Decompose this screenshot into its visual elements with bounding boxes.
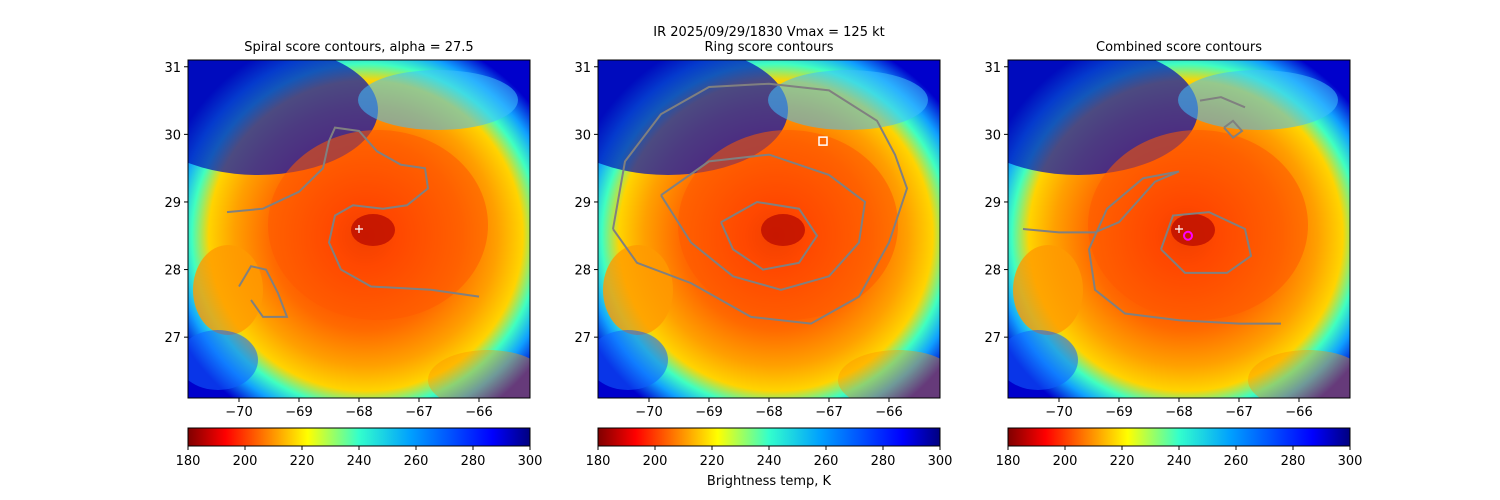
x-tick-label: −69 xyxy=(285,405,312,420)
colorbar-tick-label: 300 xyxy=(928,454,953,469)
contour-line xyxy=(1223,119,1244,140)
colorbar-tick-label: 280 xyxy=(461,454,486,469)
colorbar-tick-label: 300 xyxy=(1338,454,1363,469)
x-tick-label: −66 xyxy=(1285,405,1312,420)
ir-image xyxy=(1008,60,1350,398)
colorbar-tick-label: 180 xyxy=(176,454,201,469)
y-tick-label: 30 xyxy=(164,128,181,143)
colorbar-tick-label: 240 xyxy=(757,454,782,469)
panel-title: Spiral score contours, alpha = 27.5 xyxy=(244,40,473,55)
colorbar-tick-label: 220 xyxy=(700,454,725,469)
y-tick-label: 28 xyxy=(164,264,181,279)
panel-title: Combined score contours xyxy=(1096,40,1262,55)
y-tick-label: 27 xyxy=(164,331,181,346)
panel-combined: Combined score contours −70 −69 −68 −67 −66 27… xyxy=(984,40,1363,469)
panel-ring: Ring score contours −70 −69 −68 −67 −66 27 28 29… xyxy=(574,40,953,469)
y-tick-label: 27 xyxy=(984,331,1001,346)
colorbar-tick-label: 240 xyxy=(347,454,372,469)
y-tick-label: 30 xyxy=(984,128,1001,143)
ir-image xyxy=(598,60,940,398)
colorbar-label: Brightness temp, K xyxy=(707,474,832,489)
y-tick-label: 31 xyxy=(984,61,1001,76)
colorbar-tick-label: 240 xyxy=(1167,454,1192,469)
colorbar-tick-label: 280 xyxy=(871,454,896,469)
x-tick-label: −66 xyxy=(465,405,492,420)
x-tick-label: −69 xyxy=(695,405,722,420)
y-tick-label: 29 xyxy=(164,196,181,211)
colorbar-tick-label: 260 xyxy=(404,454,429,469)
brightness-field xyxy=(1008,60,1350,398)
colorbar-tick-label: 300 xyxy=(518,454,543,469)
center-plus-marker xyxy=(1175,225,1183,233)
colorbar xyxy=(187,427,531,447)
x-tick-label: −68 xyxy=(1165,405,1192,420)
contour-line xyxy=(660,153,867,291)
colorbar-tick-label: 260 xyxy=(814,454,839,469)
colorbar-tick-label: 280 xyxy=(1281,454,1306,469)
ir-image xyxy=(188,60,530,398)
contour-line xyxy=(1022,170,1281,325)
colorbar-tick-label: 220 xyxy=(290,454,315,469)
colorbar-tick-label: 200 xyxy=(233,454,258,469)
y-tick-label: 30 xyxy=(574,128,591,143)
brightness-field xyxy=(188,60,530,398)
panel-title: Ring score contours xyxy=(704,40,833,55)
center-plus-marker xyxy=(355,225,363,233)
y-tick-label: 28 xyxy=(984,264,1001,279)
x-tick-label: −70 xyxy=(225,405,252,420)
y-tick-label: 31 xyxy=(164,61,181,76)
figure-suptitle: IR 2025/09/29/1830 Vmax = 125 kt xyxy=(653,25,884,40)
brightness-field xyxy=(598,60,940,398)
colorbar-tick-label: 200 xyxy=(1053,454,1078,469)
x-tick-label: −68 xyxy=(345,405,372,420)
x-tick-label: −70 xyxy=(635,405,662,420)
colorbar-tick-label: 220 xyxy=(1110,454,1135,469)
contour-line xyxy=(1199,96,1246,109)
contour-line xyxy=(1160,211,1253,274)
y-tick-label: 31 xyxy=(574,61,591,76)
center-square-marker xyxy=(818,136,828,146)
x-tick-label: −70 xyxy=(1045,405,1072,420)
x-tick-label: −67 xyxy=(815,405,842,420)
contour-line xyxy=(226,126,480,298)
y-tick-label: 29 xyxy=(984,196,1001,211)
colorbar-tick-label: 200 xyxy=(643,454,668,469)
x-tick-label: −68 xyxy=(755,405,782,420)
colorbar xyxy=(597,427,941,447)
colorbar-tick-label: 180 xyxy=(586,454,611,469)
contour-line xyxy=(612,82,909,325)
panel-spiral: Spiral score contours, alpha = 27.5 −70 −6… xyxy=(164,40,543,469)
contour-line xyxy=(238,265,289,318)
y-tick-label: 29 xyxy=(574,196,591,211)
colorbar-tick-label: 260 xyxy=(1224,454,1249,469)
contour-line xyxy=(720,200,819,271)
x-tick-label: −69 xyxy=(1105,405,1132,420)
colorbar-tick-label: 180 xyxy=(996,454,1021,469)
y-tick-label: 28 xyxy=(574,264,591,279)
center-circle-marker xyxy=(1183,230,1193,241)
x-tick-label: −67 xyxy=(1225,405,1252,420)
y-tick-label: 27 xyxy=(574,331,591,346)
x-tick-label: −66 xyxy=(875,405,902,420)
colorbar xyxy=(1007,427,1351,447)
x-tick-label: −67 xyxy=(405,405,432,420)
